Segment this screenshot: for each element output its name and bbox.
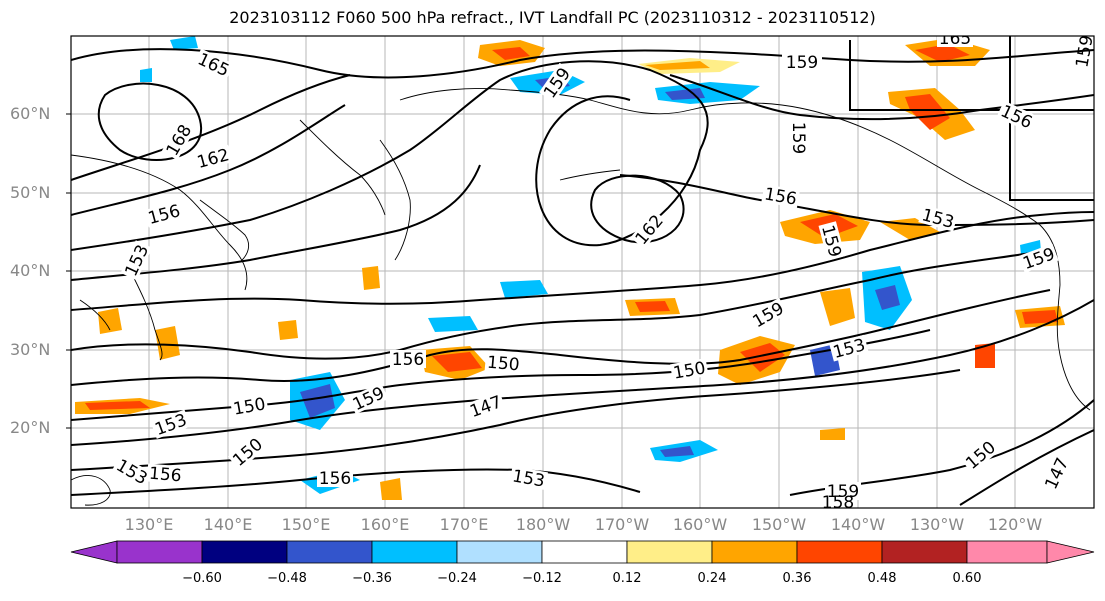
- colorbar-tick-label: 0.12: [612, 571, 642, 586]
- contour-label: 162: [195, 145, 232, 173]
- lat-label: 40°N: [10, 261, 51, 280]
- lon-label: 170°E: [439, 515, 489, 534]
- colorbar-tick-label: 0.36: [782, 571, 812, 586]
- lat-label: 50°N: [10, 183, 51, 202]
- contour-label: 158: [822, 493, 854, 513]
- lon-label: 160°E: [360, 515, 410, 534]
- colorbar-tick-label: −0.36: [352, 571, 392, 586]
- contour-label: 147: [467, 392, 504, 422]
- map-title: 2023103112 F060 500 hPa refract., IVT La…: [229, 8, 876, 27]
- lat-label: 60°N: [10, 104, 51, 123]
- colorbar-tick-label: 0.48: [867, 571, 897, 586]
- lon-label: 160°W: [672, 515, 728, 534]
- contour-label: 159: [786, 53, 818, 73]
- colorbar-tick-label: −0.60: [182, 571, 222, 586]
- colorbar-tick-label: −0.12: [522, 571, 562, 586]
- contour-label: 156: [148, 464, 182, 487]
- lon-label: 180°W: [515, 515, 571, 534]
- graticule: [71, 36, 1094, 508]
- colorbar-tick-label: 0.24: [697, 571, 727, 586]
- contour-label: 162: [632, 211, 668, 249]
- lon-label: 130°W: [909, 515, 965, 534]
- colorbar-extend-high: [1046, 540, 1095, 564]
- contour-label: 156: [319, 469, 351, 489]
- contour-label: 159: [788, 122, 808, 154]
- contour-label: 165: [939, 29, 971, 49]
- colorbar-tick-label: −0.24: [437, 571, 477, 586]
- contour-label: 159: [827, 482, 859, 502]
- lat-label: 20°N: [10, 418, 51, 437]
- colorbar-tick-label: −0.48: [267, 571, 307, 586]
- colorbar-extend-low: [70, 540, 118, 564]
- lon-label: 130°E: [124, 515, 174, 534]
- coastlines: [71, 88, 1091, 506]
- height-contours: [71, 36, 1094, 506]
- contour-label: 156: [392, 350, 424, 370]
- colorbar: [70, 540, 1095, 564]
- contour-label: 150: [229, 435, 267, 471]
- contour-label: 153: [511, 466, 546, 491]
- contour-label: 156: [763, 184, 798, 209]
- lon-label: 150°E: [281, 515, 331, 534]
- lon-label: 140°W: [830, 515, 886, 534]
- map-frame: [70, 35, 1095, 509]
- lon-label: 140°E: [203, 515, 253, 534]
- contour-label: 150: [672, 358, 707, 383]
- contour-label: 159: [1072, 34, 1097, 69]
- contour-label: 150: [486, 353, 520, 376]
- contour-label: 150: [962, 438, 1000, 474]
- lat-label: 30°N: [10, 340, 51, 359]
- colorbar-tick-label: 0.60: [952, 571, 982, 586]
- contour-label: 150: [232, 394, 267, 419]
- lon-label: 150°W: [751, 515, 807, 534]
- lon-label: 170°W: [594, 515, 650, 534]
- lon-label: 120°W: [987, 515, 1043, 534]
- contour-label: 156: [146, 201, 183, 229]
